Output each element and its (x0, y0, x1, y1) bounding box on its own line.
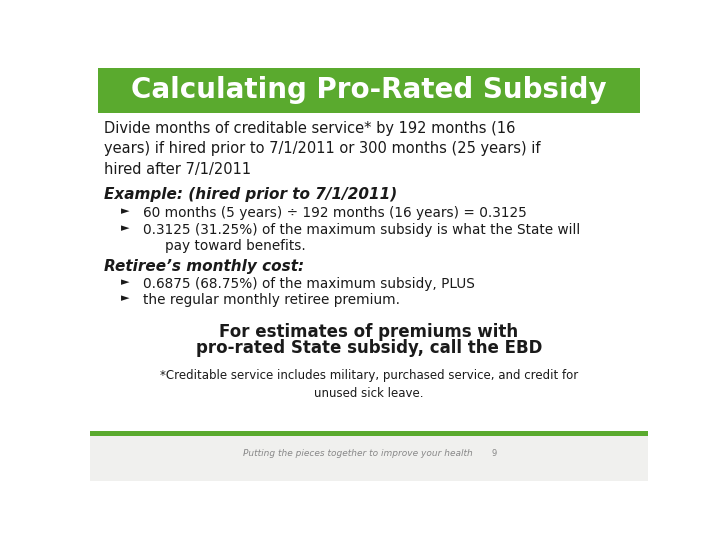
FancyBboxPatch shape (90, 431, 648, 436)
Text: 60 months (5 years) ÷ 192 months (16 years) = 0.3125: 60 months (5 years) ÷ 192 months (16 yea… (143, 206, 527, 220)
Text: 0.3125 (31.25%) of the maximum subsidy is what the State will: 0.3125 (31.25%) of the maximum subsidy i… (143, 223, 580, 237)
Text: Putting the pieces together to improve your health: Putting the pieces together to improve y… (243, 449, 473, 458)
Text: ►: ► (121, 277, 129, 287)
Text: 9: 9 (492, 449, 497, 458)
Text: pay toward benefits.: pay toward benefits. (166, 239, 306, 253)
FancyBboxPatch shape (99, 68, 639, 113)
Text: *Creditable service includes military, purchased service, and credit for
unused : *Creditable service includes military, p… (160, 369, 578, 400)
Text: pro-rated State subsidy, call the EBD: pro-rated State subsidy, call the EBD (196, 339, 542, 357)
Text: the regular monthly retiree premium.: the regular monthly retiree premium. (143, 293, 400, 307)
Text: For estimates of premiums with: For estimates of premiums with (220, 322, 518, 341)
Text: Example: (hired prior to 7/1/2011): Example: (hired prior to 7/1/2011) (104, 187, 397, 202)
Text: ►: ► (121, 293, 129, 302)
Text: ►: ► (121, 206, 129, 216)
Text: Divide months of creditable service* by 192 months (16
years) if hired prior to : Divide months of creditable service* by … (104, 121, 541, 177)
Text: ►: ► (121, 223, 129, 233)
Text: Retiree’s monthly cost:: Retiree’s monthly cost: (104, 259, 304, 274)
Text: Calculating Pro-Rated Subsidy: Calculating Pro-Rated Subsidy (131, 76, 607, 104)
FancyBboxPatch shape (90, 436, 648, 481)
Text: 0.6875 (68.75%) of the maximum subsidy, PLUS: 0.6875 (68.75%) of the maximum subsidy, … (143, 277, 475, 291)
